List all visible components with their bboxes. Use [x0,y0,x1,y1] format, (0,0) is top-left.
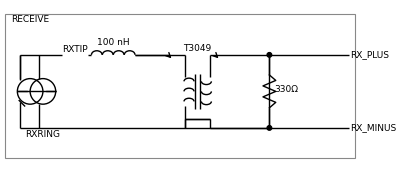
Circle shape [267,126,272,130]
Text: T3049: T3049 [183,44,212,53]
Text: RECEIVE: RECEIVE [11,15,49,24]
Text: RX_PLUS: RX_PLUS [350,50,389,59]
Text: 330Ω: 330Ω [274,85,298,94]
Text: RXTIP: RXTIP [62,45,88,54]
Text: RXRING: RXRING [25,130,60,139]
Bar [28,78,45,105]
Text: 100 nH: 100 nH [97,38,129,47]
Text: RX_MINUS: RX_MINUS [350,123,396,132]
Circle shape [267,53,272,57]
